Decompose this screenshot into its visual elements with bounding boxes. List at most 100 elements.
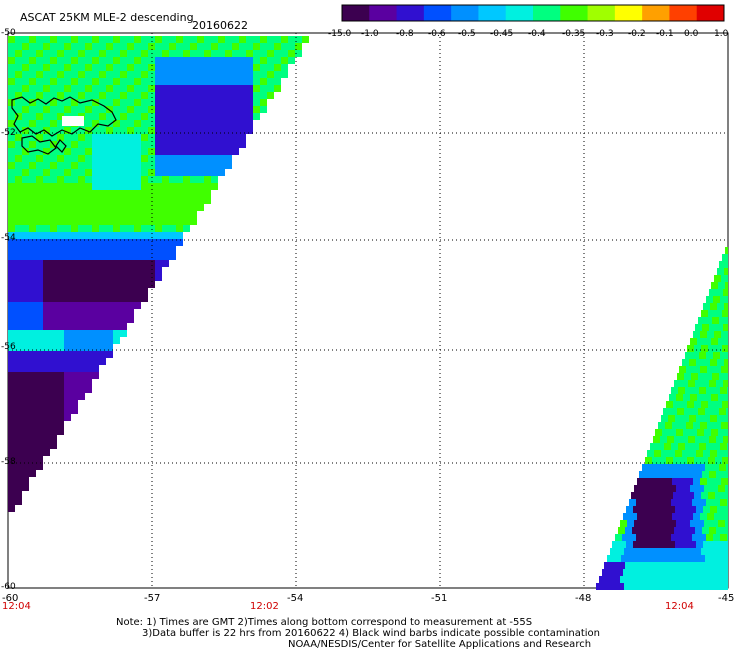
swath-cell (281, 64, 288, 71)
colorbar-label: 0.0 (684, 29, 699, 39)
swath-cell (8, 71, 15, 78)
swath-cell (695, 527, 702, 534)
swath-cell (162, 148, 169, 155)
swath-cell (677, 555, 684, 562)
swath-cell (43, 428, 50, 435)
swath-cell (57, 141, 64, 148)
lat-label: -58 (1, 457, 16, 467)
swath-cell (148, 253, 155, 260)
swath-cell (85, 316, 92, 323)
swath-cell (638, 548, 645, 555)
swath-cell (92, 71, 99, 78)
swath-cell (678, 534, 685, 541)
swath-cell (50, 351, 57, 358)
swath-cell (197, 57, 204, 64)
swath-cell (113, 190, 120, 197)
swath-cell (715, 310, 722, 317)
swath-cell (176, 71, 183, 78)
swath-cell (43, 120, 50, 127)
swath-cell (15, 218, 22, 225)
swath-cell (225, 155, 232, 162)
swath-cell (718, 394, 725, 401)
swath-cell (15, 50, 22, 57)
swath-cell (92, 344, 99, 351)
swath-cell (710, 541, 717, 548)
swath-cell (92, 176, 99, 183)
swath-cell (699, 387, 706, 394)
swath-cell (141, 232, 148, 239)
swath-cell (29, 162, 36, 169)
swath-cell (36, 50, 43, 57)
swath-cell (690, 485, 697, 492)
swath-cell (232, 50, 239, 57)
swath-cell (99, 92, 106, 99)
swath-cell (689, 359, 696, 366)
swath-cell (710, 415, 717, 422)
swath-cell (190, 71, 197, 78)
swath-cell (169, 92, 176, 99)
swath-cell (671, 534, 678, 541)
swath-cell (57, 190, 64, 197)
swath-cell (8, 211, 15, 218)
swath-cell (225, 71, 232, 78)
swath-cell (709, 289, 716, 296)
swath-cell (92, 309, 99, 316)
swath-cell (690, 338, 697, 345)
swath-cell (155, 190, 162, 197)
swath-cell (15, 78, 22, 85)
swath-cell (727, 387, 728, 394)
swath-cell (675, 541, 682, 548)
swath-cell (99, 344, 106, 351)
swath-cell (57, 337, 64, 344)
swath-cell (274, 50, 281, 57)
swath-cell (148, 113, 155, 120)
swath-cell (85, 260, 92, 267)
swath-cell (127, 183, 134, 190)
swath-cell (162, 204, 169, 211)
swath-cell (92, 197, 99, 204)
swath-cell (155, 274, 162, 281)
swath-cell (720, 296, 727, 303)
swath-cell (64, 176, 71, 183)
swath-cell (57, 155, 64, 162)
swath-cell (29, 134, 36, 141)
swath-cell (92, 330, 99, 337)
swath-cell (50, 50, 57, 57)
swath-cell (71, 288, 78, 295)
swath-cell (57, 428, 64, 435)
swath-cell (162, 85, 169, 92)
swath-cell (113, 148, 120, 155)
swath-cell (78, 50, 85, 57)
swath-cell (699, 443, 706, 450)
swath-cell (134, 120, 141, 127)
swath-cell (78, 204, 85, 211)
swath-cell (190, 99, 197, 106)
swath-cell (655, 485, 662, 492)
swath-cell (711, 338, 718, 345)
colorbar-swatch (696, 5, 725, 21)
swath-cell (148, 64, 155, 71)
swath-cell (57, 71, 64, 78)
swath-cell (50, 64, 57, 71)
swath-cell (36, 225, 43, 232)
swath-cell (92, 134, 99, 141)
swath-cell (99, 225, 106, 232)
swath-cell (22, 155, 29, 162)
swath-cell (211, 141, 218, 148)
swath-cell (15, 365, 22, 372)
swath-cell (190, 57, 197, 64)
swath-cell (15, 120, 22, 127)
swath-cell (141, 211, 148, 218)
swath-cell (99, 253, 106, 260)
swath-cell (260, 106, 267, 113)
swath-cell (134, 267, 141, 274)
swath-cell (183, 197, 190, 204)
swath-cell (680, 548, 687, 555)
swath-cell (15, 92, 22, 99)
swath-cell (106, 197, 113, 204)
swath-cell (183, 64, 190, 71)
swath-cell (22, 71, 29, 78)
swath-cell (190, 218, 197, 225)
swath-cell (106, 351, 113, 358)
swath-cell (660, 527, 667, 534)
